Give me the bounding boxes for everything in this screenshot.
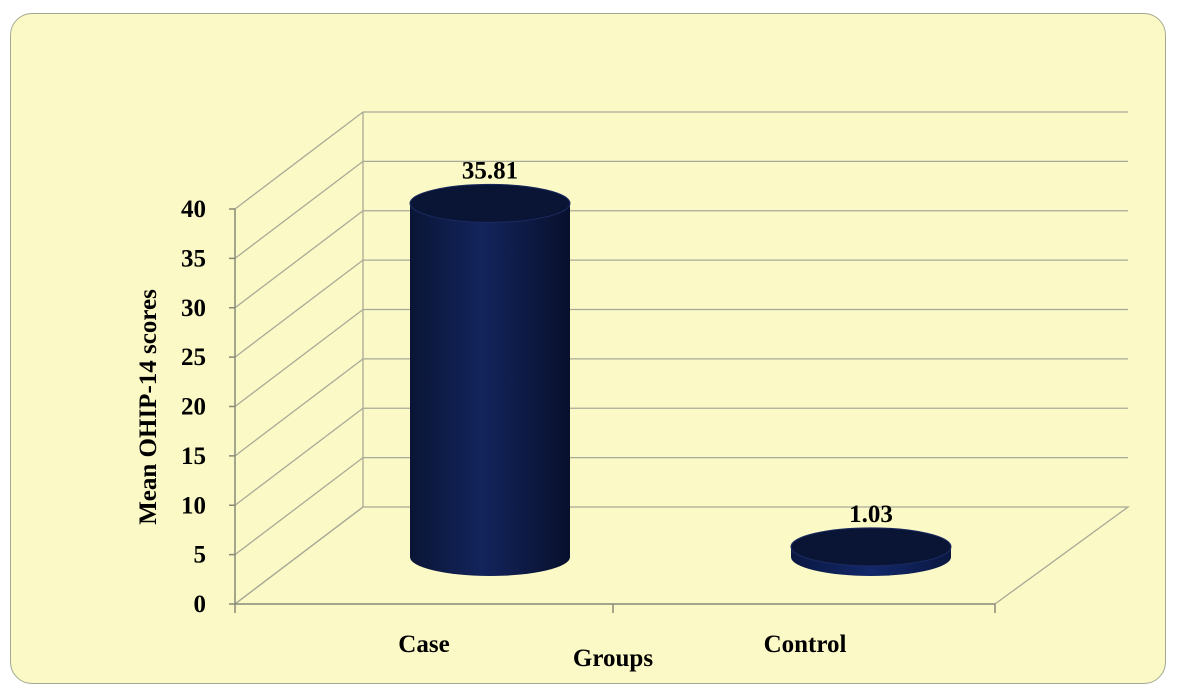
bar-top-cap [409, 183, 571, 223]
labels-layer: Mean OHIP-14 scores Groups 0 5 10 15 20 25 30 3… [135, 157, 893, 672]
y-tick-label: 20 [181, 394, 206, 421]
y-tick-label: 5 [194, 542, 207, 569]
x-category-label: Control [764, 631, 847, 658]
chart-frame [10, 13, 1166, 684]
floor-outline [234, 506, 1130, 605]
bar-case [409, 183, 571, 576]
y-tick-label: 40 [181, 196, 206, 223]
y-tick-label: 30 [181, 295, 206, 322]
side-wall-gridline [234, 259, 364, 358]
side-wall-gridline [234, 160, 364, 259]
bar-body [410, 203, 570, 576]
y-axis-title: Mean OHIP-14 scores [135, 289, 162, 525]
y-tick-label: 35 [181, 245, 206, 272]
side-wall-gridline [234, 407, 364, 506]
side-wall-gridline [234, 358, 364, 457]
y-tick-label: 10 [181, 492, 206, 519]
side-wall-gridline [234, 210, 364, 309]
x-category-label: Case [398, 631, 449, 658]
grid-layer [229, 111, 1130, 613]
side-wall-gridline [234, 111, 364, 210]
bar-control [790, 527, 952, 576]
data-label: 35.81 [462, 157, 518, 184]
bar-top-cap [790, 527, 952, 567]
side-wall-gridline [234, 457, 364, 556]
side-wall-gridline [234, 308, 364, 408]
x-axis-title: Groups [573, 645, 653, 672]
y-tick-label: 15 [181, 443, 206, 470]
y-tick-label: 25 [181, 344, 206, 371]
bars-layer [409, 183, 952, 576]
y-tick-label: 0 [194, 591, 207, 618]
data-label: 1.03 [849, 501, 893, 528]
